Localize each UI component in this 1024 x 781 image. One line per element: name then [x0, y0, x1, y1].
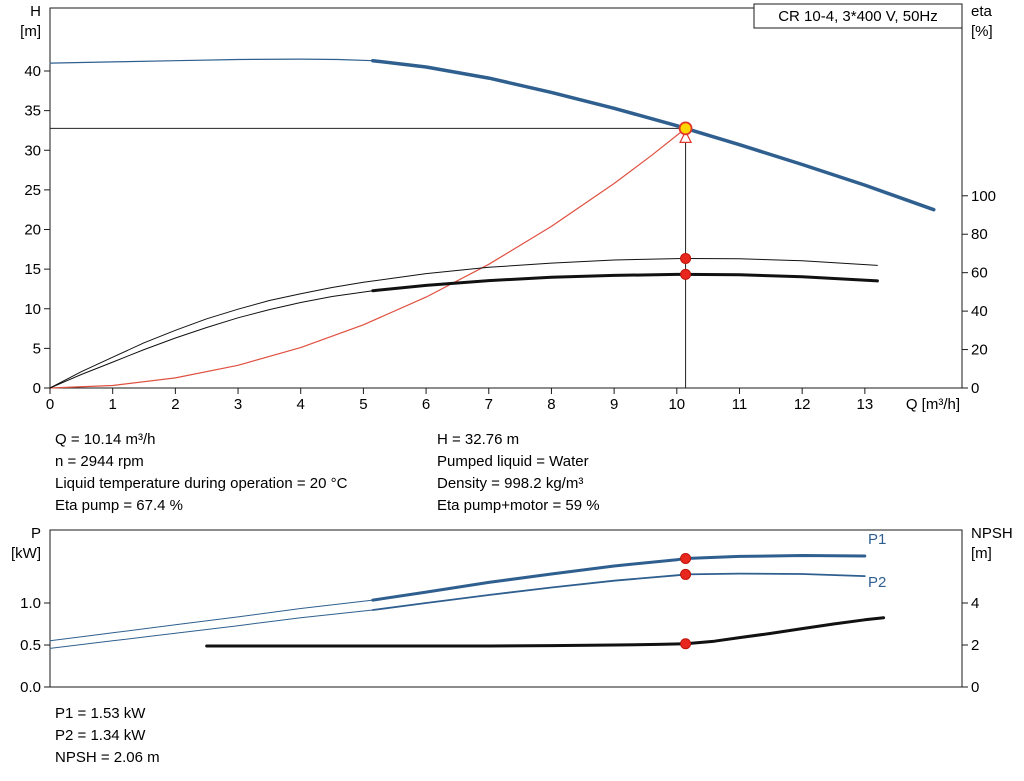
head-curve: [371, 58, 936, 212]
eta-pump-motor-thin: [49, 290, 374, 389]
x-tick-label: 5: [359, 396, 367, 413]
y-tick-label: 20: [24, 222, 41, 239]
y-axis-label: eta: [971, 3, 993, 20]
annotation-temperature: Liquid temperature during operation = 20…: [55, 475, 348, 492]
x-tick-label: 11: [732, 396, 748, 413]
power-npsh-chart: 0.0 0.5 1.0 P [kW] 0 2 4 NPSH [m] P1 P2: [11, 525, 1013, 696]
y-tick-label: 10: [24, 301, 41, 318]
y-tick-label: 0: [971, 380, 979, 397]
x-tick-label: 7: [485, 396, 493, 413]
y-tick-label: 0.0: [20, 679, 41, 696]
annotation-p2: P2 = 1.34 kW: [55, 727, 146, 744]
x-tick-label: 0: [46, 396, 54, 413]
chart-title: CR 10-4, 3*400 V, 50Hz: [778, 8, 938, 25]
p1-curve: [371, 554, 867, 602]
annotation-head: H = 32.76 m: [437, 431, 520, 448]
y-tick-label: 40: [971, 303, 988, 320]
y-axis-label: [kW]: [11, 545, 41, 562]
annotation-liquid: Pumped liquid = Water: [437, 453, 589, 470]
x-tick-label: 2: [171, 396, 179, 413]
y-tick-label: 0: [33, 380, 41, 397]
plot-frame: [49, 7, 963, 389]
annotation-npsh: NPSH = 2.06 m: [55, 749, 160, 766]
annotation-p1: P1 = 1.53 kW: [55, 705, 146, 722]
x-tick-label: 12: [794, 396, 811, 413]
x-tick-label: 6: [422, 396, 430, 413]
y-tick-label: 25: [24, 182, 41, 199]
y-axis-label: [m]: [971, 545, 992, 562]
y-tick-label: 60: [971, 265, 988, 282]
x-tick-label: 1: [109, 396, 117, 413]
system-curve: [49, 127, 687, 389]
y-tick-label: 1.0: [20, 595, 41, 612]
x-tick-label: 13: [857, 396, 874, 413]
chart-title-box: [753, 3, 963, 29]
y-tick-label: 0: [971, 679, 979, 696]
p1-thin: [49, 599, 374, 642]
head-eta-chart: 0 1 2 3 4 5 6 7 8 9 10 11 12 13 Q [m³/h]05101520253035…: [20, 3, 996, 413]
head-curve-thin: [49, 58, 374, 64]
y-tick-label: 100: [971, 188, 996, 205]
x-tick-label: 9: [610, 396, 618, 413]
y-tick-label: 2: [971, 637, 979, 654]
eta-pump-motor-point: [680, 268, 692, 280]
series-label-p1: P1: [868, 531, 886, 548]
plot-frame: [49, 529, 963, 688]
annotation-density: Density = 998.2 kg/m³: [437, 475, 584, 492]
x-tick-label: 4: [297, 396, 305, 413]
y-tick-label: 40: [24, 63, 41, 80]
power-annotations: P1 = 1.53 kW P2 = 1.34 kW NPSH = 2.06 m: [55, 703, 160, 769]
x-axis-label: Q [m³/h]: [906, 396, 960, 413]
y-tick-label: 5: [33, 340, 41, 357]
y-tick-label: 15: [24, 261, 41, 278]
eta-pump-point: [680, 252, 692, 264]
y-tick-label: 4: [971, 595, 979, 612]
npsh-curve: [205, 616, 886, 648]
eta-pump-motor-curve: [371, 272, 879, 293]
series-label-p2: P2: [868, 574, 886, 591]
duty-point: [678, 121, 693, 136]
y-tick-label: 0.5: [20, 637, 41, 654]
y-tick-label: 80: [971, 226, 988, 243]
system-curve-arrow: [679, 130, 693, 143]
x-tick-label: 3: [234, 396, 242, 413]
y-tick-label: 35: [24, 103, 41, 120]
y-axis-label: [m]: [20, 23, 41, 40]
y-axis-label: P: [31, 525, 41, 542]
annotation-flow: Q = 10.14 m³/h: [55, 431, 156, 448]
y-axis-label: NPSH: [971, 525, 1013, 542]
y-tick-label: 30: [24, 142, 41, 159]
y-axis-label: H: [30, 3, 41, 20]
annotation-eta-pump-motor: Eta pump+motor = 59 %: [437, 497, 600, 514]
annotation-eta-pump: Eta pump = 67.4 %: [55, 497, 183, 514]
p2-thin: [49, 609, 374, 649]
x-tick-label: 8: [547, 396, 555, 413]
annotation-speed: n = 2944 rpm: [55, 453, 144, 470]
p2-curve: [371, 572, 866, 611]
x-tick-label: 10: [668, 396, 685, 413]
duty-annotations-left: Q = 10.14 m³/h n = 2944 rpm Liquid tempe…: [55, 429, 347, 517]
y-tick-label: 20: [971, 342, 988, 359]
npsh-point: [680, 638, 692, 650]
p1-point: [680, 552, 692, 564]
p2-point: [680, 568, 692, 580]
duty-annotations-right: H = 32.76 m Pumped liquid = Water Densit…: [437, 429, 600, 517]
y-axis-label: [%]: [971, 23, 993, 40]
